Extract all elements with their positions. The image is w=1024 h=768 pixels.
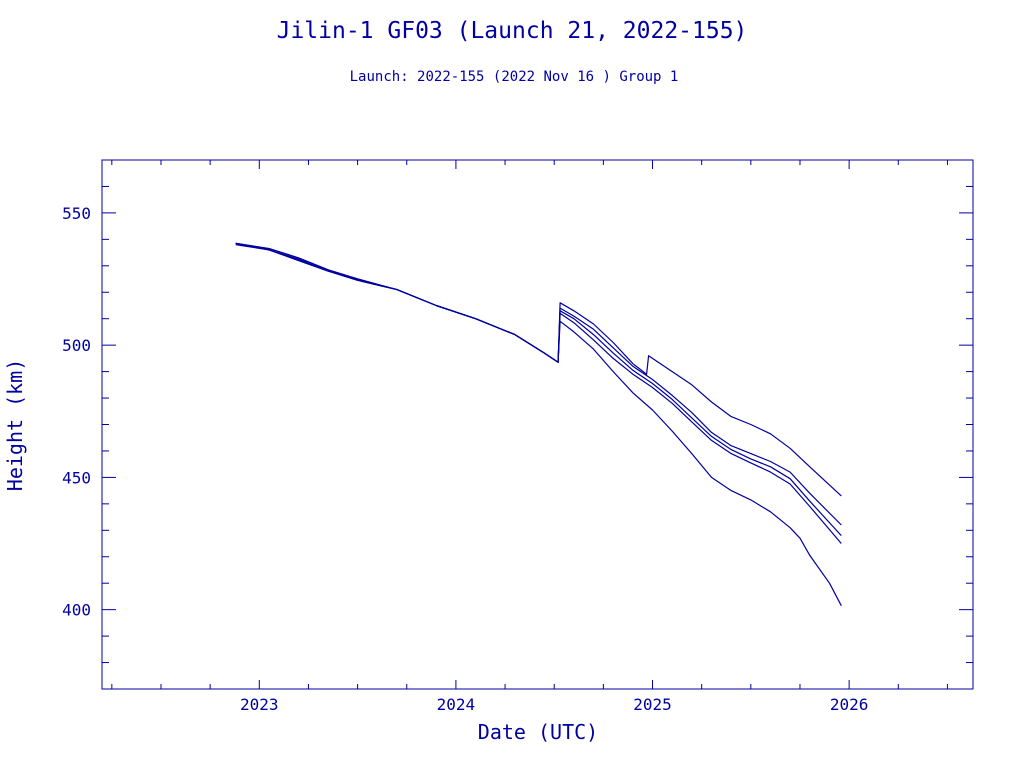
axis-tick-labels: 2023 2024 2025 2026 400 450 500 550 bbox=[62, 204, 868, 714]
x-tick-label: 2023 bbox=[240, 695, 279, 714]
series-line-object-3 bbox=[235, 242, 842, 537]
x-axis-label: Date (UTC) bbox=[478, 720, 598, 744]
plot-frame bbox=[101, 159, 974, 690]
data-series bbox=[235, 242, 842, 606]
chart-subtitle: Launch: 2022-155 (2022 Nov 16 ) Group 1 bbox=[350, 69, 679, 85]
series-line-object-2 bbox=[235, 242, 842, 526]
y-axis-label: Height (km) bbox=[3, 359, 27, 491]
x-tick-label: 2026 bbox=[830, 695, 869, 714]
y-tick-label: 400 bbox=[62, 601, 91, 620]
axis-ticks bbox=[102, 159, 973, 690]
series-line-object-4 bbox=[235, 244, 842, 544]
y-tick-label: 450 bbox=[62, 468, 91, 487]
x-tick-label: 2024 bbox=[437, 695, 476, 714]
y-tick-label: 500 bbox=[62, 336, 91, 355]
series-line-object-5 bbox=[235, 242, 842, 606]
y-tick-label: 550 bbox=[62, 204, 91, 223]
x-tick-label: 2025 bbox=[633, 695, 672, 714]
series-line-object-1 bbox=[235, 242, 842, 497]
chart-title: Jilin-1 GF03 (Launch 21, 2022-155) bbox=[277, 18, 748, 44]
